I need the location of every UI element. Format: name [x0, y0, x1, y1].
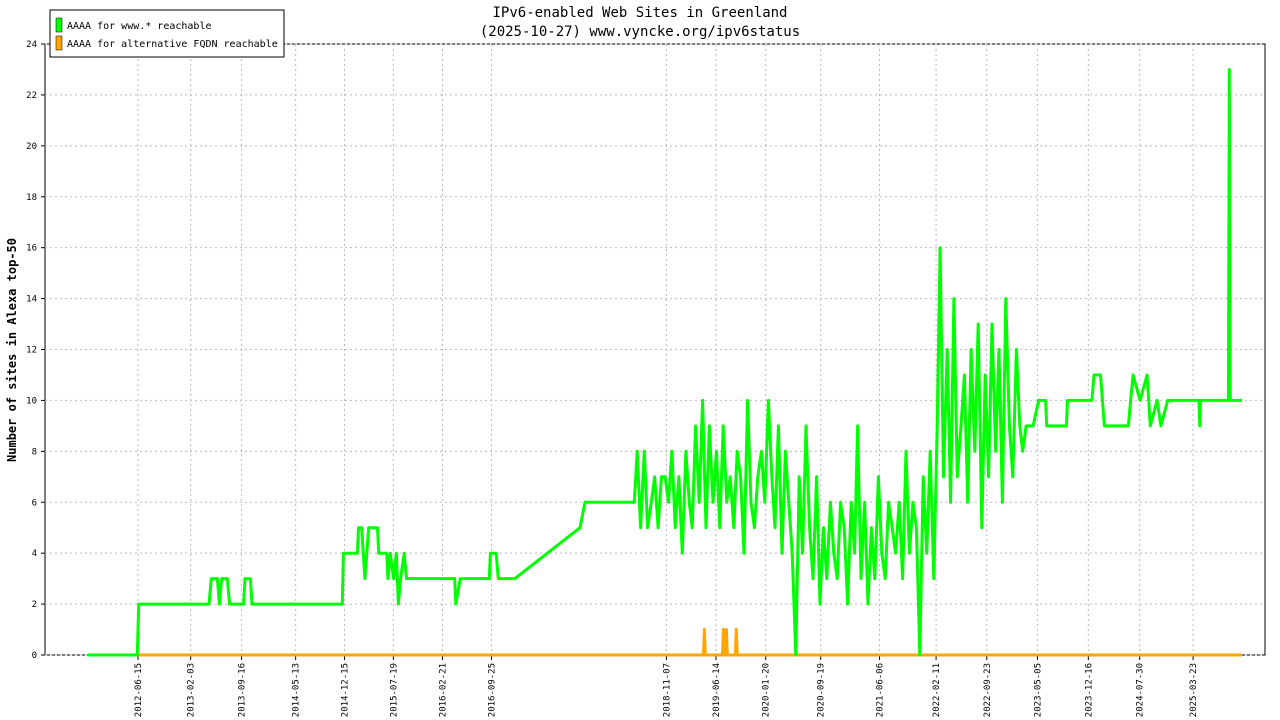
y-tick-label: 24	[26, 40, 37, 50]
legend-swatch	[55, 17, 63, 33]
x-tick-label: 2020-01-20	[762, 663, 772, 717]
x-tick-label: 2015-07-19	[389, 663, 399, 717]
legend-swatch	[55, 35, 63, 51]
y-tick-label: 18	[26, 193, 37, 203]
y-tick-label: 0	[32, 651, 37, 661]
y-tick-label: 12	[26, 346, 37, 356]
x-tick-label: 2021-06-06	[876, 663, 886, 717]
y-tick-label: 16	[26, 244, 37, 254]
x-tick-label: 2013-09-16	[238, 663, 248, 717]
x-tick-label: 2023-05-05	[1033, 663, 1043, 717]
x-tick-label: 2024-07-30	[1136, 663, 1146, 717]
x-tick-label: 2012-06-15	[134, 663, 144, 717]
x-tick-label: 2016-02-21	[438, 663, 448, 717]
legend-label: AAAA for alternative FQDN reachable	[67, 39, 278, 50]
chart-title: IPv6-enabled Web Sites in Greenland	[492, 5, 787, 21]
legend-label: AAAA for www.* reachable	[67, 21, 212, 32]
x-tick-label: 2022-09-23	[983, 663, 993, 717]
y-tick-label: 14	[26, 295, 37, 305]
x-tick-label: 2020-09-19	[817, 663, 827, 717]
y-tick-label: 22	[26, 91, 37, 101]
y-tick-label: 6	[32, 498, 37, 508]
y-axis-title: Number of sites in Alexa top-50	[5, 238, 19, 462]
chart-subtitle: (2025-10-27) www.vyncke.org/ipv6status	[480, 24, 800, 40]
x-tick-label: 2019-06-14	[712, 663, 722, 717]
y-tick-label: 4	[32, 549, 37, 559]
y-tick-label: 2	[32, 600, 37, 610]
series-line	[87, 68, 1242, 657]
series-line	[87, 628, 1242, 657]
x-tick-label: 2013-02-03	[187, 663, 197, 717]
y-tick-label: 10	[26, 396, 37, 406]
y-tick-label: 8	[32, 447, 37, 457]
x-tick-label: 2014-12-15	[341, 663, 351, 717]
x-tick-label: 2016-09-25	[488, 663, 498, 717]
x-tick-label: 2023-12-16	[1084, 663, 1094, 717]
x-tick-label: 2014-05-13	[292, 663, 302, 717]
x-tick-label: 2018-11-07	[662, 663, 672, 717]
x-tick-label: 2022-02-11	[932, 663, 942, 717]
y-tick-label: 20	[26, 142, 37, 152]
legend-box	[49, 9, 285, 58]
x-tick-label: 2025-03-23	[1189, 663, 1199, 717]
